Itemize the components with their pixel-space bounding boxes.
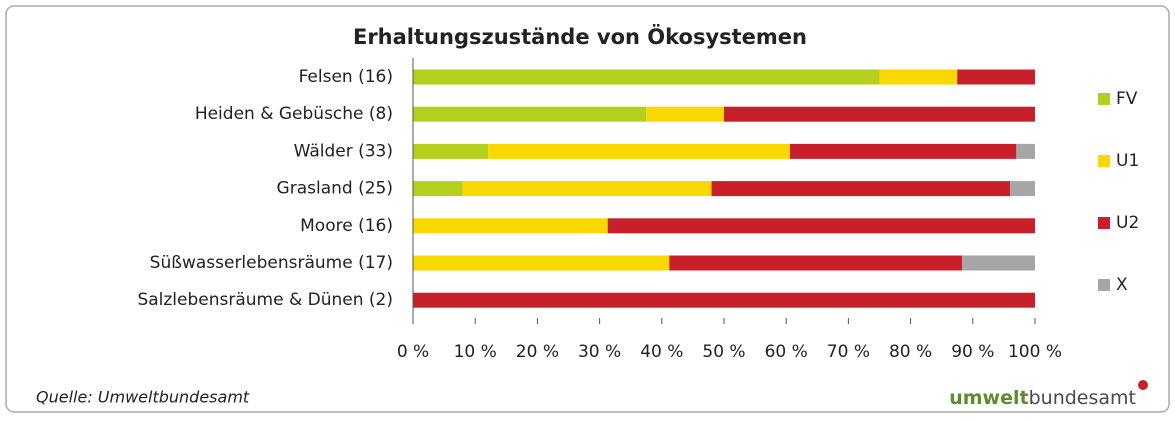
- bar-segment: [1016, 143, 1035, 159]
- source: Quelle: Umweltbundesamt: [36, 388, 250, 407]
- bar-segment: [646, 106, 724, 122]
- x-tick-label: 20 %: [516, 342, 559, 362]
- bar-segment: [413, 69, 880, 85]
- logo-icon: [1138, 380, 1148, 390]
- logo-regular: bundesamt: [1029, 387, 1136, 409]
- bar-segment: [488, 143, 790, 159]
- bar-segment: [413, 181, 463, 197]
- bar-segment: [413, 255, 670, 271]
- logo-bold: umwelt: [949, 387, 1028, 409]
- legend-label: U2: [1116, 213, 1139, 233]
- y-tick-label: Grasland (25): [277, 179, 393, 199]
- logo: umweltbundesamt: [949, 387, 1136, 409]
- bar-segment: [879, 69, 958, 85]
- y-tick-label: Süßwasserlebensräume (17): [150, 253, 393, 273]
- legend-swatch: [1098, 93, 1110, 105]
- bar-segment: [669, 255, 963, 271]
- bar-segment: [711, 181, 1011, 197]
- x-tick-label: 0 %: [397, 342, 429, 362]
- bar-segment: [462, 181, 712, 197]
- bar-segment: [962, 255, 1035, 271]
- x-tick-label: 30 %: [578, 342, 621, 362]
- legend-label: X: [1116, 275, 1128, 295]
- legend-swatch: [1098, 279, 1110, 291]
- chart-title: Erhaltungszustände von Ökosystemen: [353, 24, 807, 49]
- x-tick-label: 60 %: [765, 342, 808, 362]
- bar-segment: [413, 143, 489, 159]
- y-tick-label: Heiden & Gebüsche (8): [195, 104, 393, 124]
- bar-segment: [1010, 181, 1035, 197]
- legend-swatch: [1098, 217, 1110, 229]
- x-tick-label: 100 %: [1008, 342, 1062, 362]
- y-tick-label: Salzlebensräume & Dünen (2): [137, 290, 393, 310]
- bar-segment: [724, 106, 1035, 122]
- legend-swatch: [1098, 155, 1110, 167]
- bar-segment: [607, 218, 1035, 234]
- x-tick-label: 40 %: [640, 342, 683, 362]
- y-tick-label: Felsen (16): [299, 67, 393, 87]
- bar-segment: [789, 143, 1017, 159]
- x-tick-label: 70 %: [827, 342, 870, 362]
- x-tick-label: 80 %: [889, 342, 932, 362]
- x-tick-label: 50 %: [702, 342, 745, 362]
- x-tick-label: 10 %: [454, 342, 497, 362]
- bar-segment: [957, 69, 1035, 85]
- y-tick-label: Wälder (33): [294, 141, 393, 161]
- legend-label: FV: [1116, 89, 1138, 109]
- bar-segment: [413, 218, 608, 234]
- y-tick-label: Moore (16): [300, 216, 393, 236]
- x-tick-label: 90 %: [951, 342, 994, 362]
- bar-segment: [413, 106, 647, 122]
- bar-segment: [413, 292, 1035, 308]
- legend-label: U1: [1116, 151, 1139, 171]
